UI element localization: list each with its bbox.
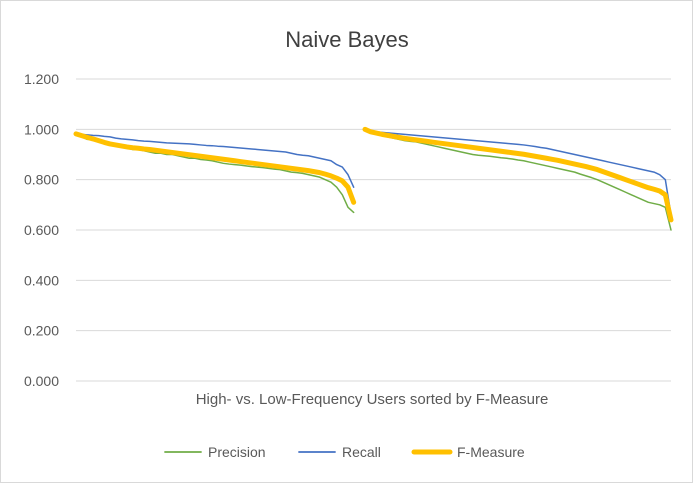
y-tick-label: 0.600	[24, 222, 59, 238]
y-tick-label: 0.800	[24, 172, 59, 188]
legend-label-f-measure: F-Measure	[457, 444, 525, 460]
legend: Precision Recall F-Measure	[164, 444, 525, 460]
y-tick-label: 0.200	[24, 323, 59, 339]
series-line-recall-group-2	[364, 128, 672, 216]
series-lines	[73, 126, 674, 231]
chart-title: Naive Bayes	[285, 27, 409, 52]
y-tick-label: 1.200	[24, 71, 59, 87]
series-line-f-measure-group-2	[362, 126, 674, 223]
legend-label-recall: Recall	[342, 444, 381, 460]
x-axis-label: High- vs. Low-Frequency Users sorted by …	[196, 391, 549, 408]
series-line-recall-group-1	[75, 132, 355, 188]
y-tick-label: 1.000	[24, 121, 59, 137]
y-tick-label: 0.400	[24, 272, 59, 288]
y-axis-ticks: 0.000 0.200 0.400 0.600 0.800 1.000 1.200	[24, 71, 59, 389]
series-line-f-measure-group-1	[73, 131, 357, 205]
gridlines	[76, 78, 671, 382]
legend-label-precision: Precision	[208, 444, 266, 460]
y-tick-label: 0.000	[24, 373, 59, 389]
